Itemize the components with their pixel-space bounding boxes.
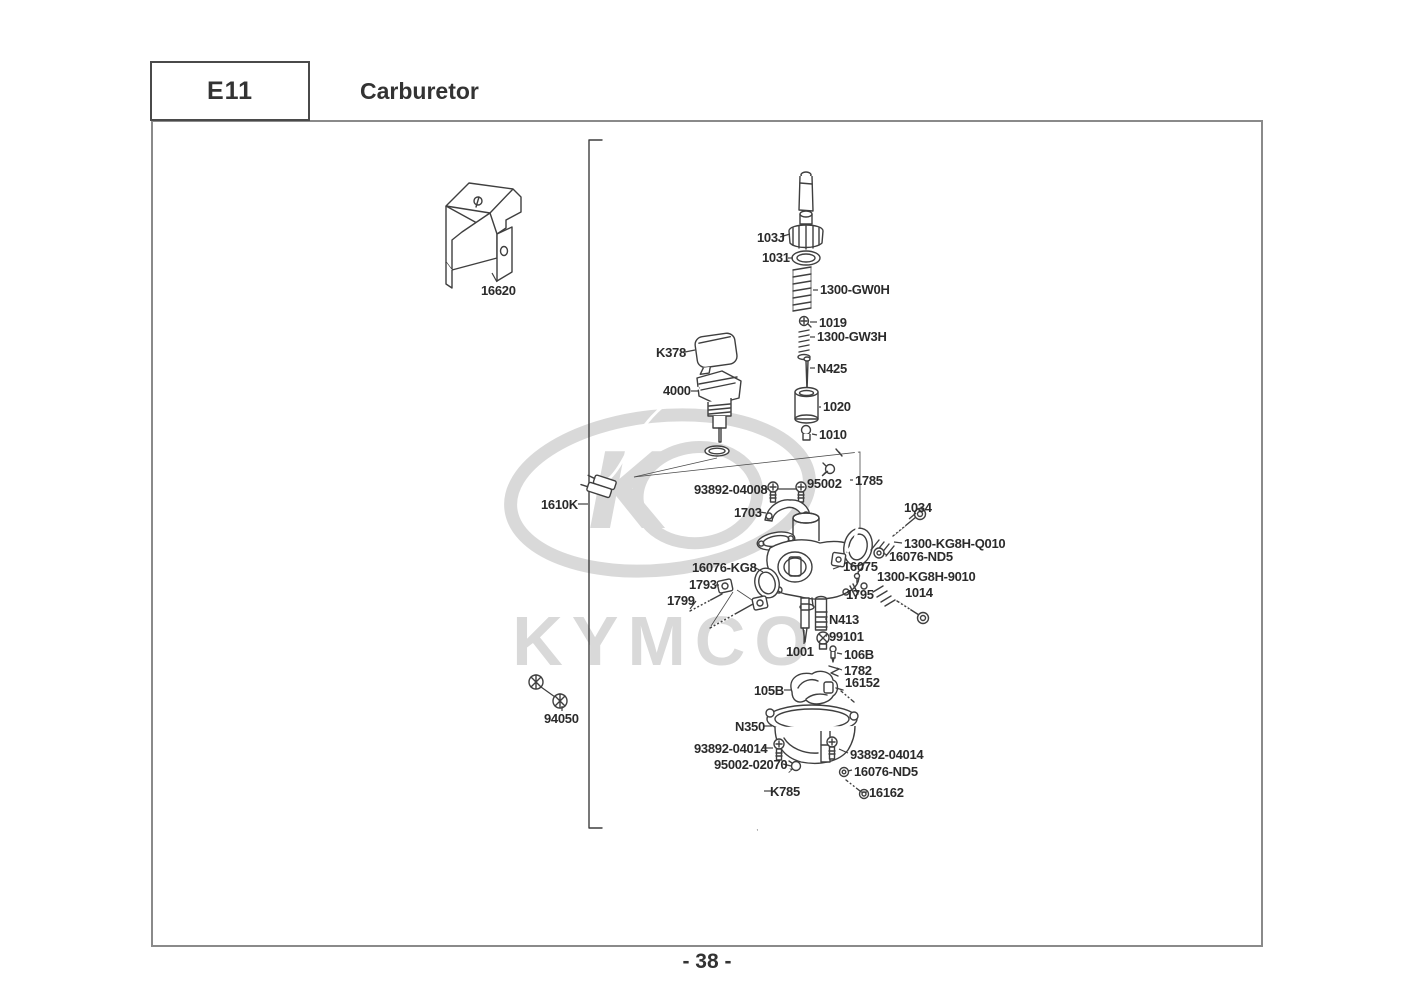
part-1010-valve: [800, 424, 812, 441]
part-103J-cap: [788, 210, 824, 250]
kymco-watermark: K KYMCO: [504, 408, 818, 680]
part-16076-ND5-upper-washer: [873, 547, 885, 559]
part-4000-bystarter: [580, 370, 742, 499]
part-16162-screw: [845, 779, 870, 800]
section-code: E11: [206, 76, 254, 105]
part-106B-float-valve: [829, 645, 837, 663]
construction-lines: [633, 451, 861, 546]
part-N413-needle-jet: [814, 595, 828, 631]
part-1300-GW3H-spring: [797, 329, 811, 361]
part-95002-02070-clamp: [788, 760, 802, 773]
part-1031-oring: [791, 250, 821, 266]
page-border: [151, 120, 1263, 947]
part-1300-KG8H-9010-spring: [872, 585, 896, 607]
part-1785-hose: [835, 445, 860, 554]
watermark-brand-text: KYMCO: [512, 602, 818, 680]
part-16152-pin: [840, 690, 855, 703]
part-99101-main-jet: [816, 631, 830, 650]
section-code-box: E11: [150, 61, 310, 121]
part-K785-hose: [750, 767, 791, 832]
part-16076-ND5-lower-washer: [838, 766, 850, 778]
part-93892-04014-left-screw: [773, 738, 785, 761]
leader-lines: [491, 233, 917, 793]
part-carburetor-body: [756, 512, 873, 611]
page-title: Carburetor: [360, 78, 479, 104]
part-105B-float: [790, 670, 844, 705]
part-1300-GW0H-spring: [792, 266, 812, 312]
part-N425-needle: [803, 356, 811, 392]
part-K378-cover: [694, 332, 738, 375]
watermark-oval-icon: [631, 440, 764, 550]
part-1300-KG8H-Q010-spring: [870, 539, 895, 557]
part-16076-KG8-oring: [754, 567, 780, 599]
part-1799-studs: [689, 593, 754, 629]
part-1020-cylinder: [794, 386, 819, 424]
part-1034-screw: [892, 507, 927, 537]
part-1782-clip: [828, 665, 840, 677]
part-16620-bracket: [445, 182, 522, 289]
part-93892-04014-right-screw: [826, 736, 838, 760]
part-93892-04008-screws: [763, 481, 807, 503]
part-1019-screw: [798, 315, 812, 328]
part-top-tube: [798, 171, 814, 212]
page-number: - 38 -: [682, 950, 732, 973]
part-94050-nuts: [528, 674, 568, 711]
part-1795-bits: [853, 572, 868, 590]
part-1014-screw: [896, 600, 930, 625]
